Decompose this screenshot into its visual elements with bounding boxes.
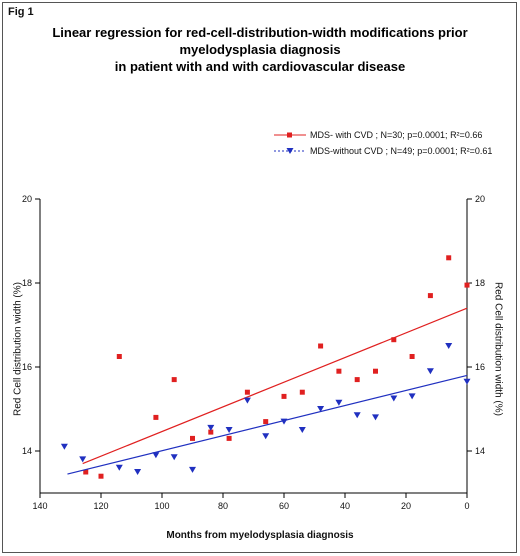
y-tick-label-right: 16 xyxy=(475,362,485,372)
chart-title-line-2: myelodysplasia diagnosis xyxy=(179,42,341,57)
data-point-without-cvd xyxy=(298,427,306,433)
y-tick-label-right: 20 xyxy=(475,194,485,204)
data-point-without-cvd xyxy=(79,456,87,463)
data-point-without-cvd xyxy=(243,397,251,404)
x-tick-label: 80 xyxy=(218,501,228,511)
y-tick-label-right: 18 xyxy=(475,278,485,288)
y-axis-title-right: Red Cell distribution width (%) xyxy=(492,282,504,416)
regression-line-without-cvd xyxy=(67,374,468,475)
figure-label: Fig 1 xyxy=(8,6,34,18)
y-tick-label: 18 xyxy=(22,278,32,288)
data-point-without-cvd xyxy=(335,399,343,406)
data-point-with-cvd xyxy=(116,354,122,359)
data-point-with-cvd xyxy=(244,389,250,395)
data-point-with-cvd xyxy=(153,414,159,420)
x-tick-label: 140 xyxy=(32,501,47,511)
data-point-without-cvd xyxy=(60,443,68,450)
data-point-without-cvd xyxy=(353,412,361,419)
data-point-without-cvd xyxy=(390,395,398,402)
x-axis-title: Months from myelodysplasia diagnosis xyxy=(166,530,354,541)
data-point-without-cvd xyxy=(225,427,233,433)
data-point-with-cvd xyxy=(354,377,360,383)
data-point-with-cvd xyxy=(83,469,89,475)
data-point-without-cvd xyxy=(262,433,270,440)
data-point-without-cvd xyxy=(426,368,434,375)
data-point-with-cvd xyxy=(226,435,232,441)
x-tick-label: 60 xyxy=(279,501,289,511)
data-point-without-cvd xyxy=(207,424,215,431)
data-point-without-cvd xyxy=(115,464,123,471)
data-point-without-cvd xyxy=(152,452,160,459)
x-tick-label: 120 xyxy=(93,501,108,511)
x-tick-label: 100 xyxy=(154,501,169,511)
legend-label-without-cvd: MDS-without CVD ; N=49; p=0.0001; R²=0.6… xyxy=(310,146,493,156)
data-point-without-cvd xyxy=(445,343,453,349)
data-point-without-cvd xyxy=(372,414,379,421)
legend-swatch-with-cvd xyxy=(274,132,306,138)
data-point-with-cvd xyxy=(336,368,342,374)
data-point-with-cvd xyxy=(208,429,214,435)
x-tick-label: 40 xyxy=(340,501,350,511)
data-point-without-cvd xyxy=(134,469,142,475)
y-tick-label: 20 xyxy=(22,194,32,204)
y-tick-label: 14 xyxy=(22,446,32,456)
x-tick-label: 0 xyxy=(464,501,469,511)
data-point-with-cvd xyxy=(190,435,195,441)
data-point-without-cvd xyxy=(408,393,416,400)
data-point-with-cvd xyxy=(299,389,305,395)
data-point-with-cvd xyxy=(281,393,287,399)
data-point-without-cvd xyxy=(280,418,288,425)
data-point-with-cvd xyxy=(171,377,177,383)
x-tick-label: 20 xyxy=(401,501,411,511)
legend-swatch-without-cvd xyxy=(274,148,306,154)
chart-title-line-3: in patient with and with cardiovascular … xyxy=(114,59,406,74)
legend-label-with-cvd: MDS- with CVD ; N=30; p=0.0001; R²=0.66 xyxy=(310,130,483,140)
data-point-with-cvd xyxy=(98,473,104,479)
data-point-with-cvd xyxy=(427,293,433,299)
y-tick-label-right: 14 xyxy=(475,446,485,456)
data-point-with-cvd xyxy=(263,419,269,425)
regression-line-with-cvd xyxy=(82,307,468,465)
data-point-with-cvd xyxy=(464,282,470,288)
data-point-with-cvd xyxy=(446,255,452,261)
data-point-with-cvd xyxy=(391,337,397,343)
data-point-without-cvd xyxy=(189,466,196,473)
data-point-without-cvd xyxy=(170,454,178,461)
y-axis-title: Red Cell distribution width (%) xyxy=(12,282,24,416)
data-point-without-cvd xyxy=(463,378,471,385)
y-tick-label: 16 xyxy=(22,362,32,372)
data-point-with-cvd xyxy=(318,343,324,349)
chart-title-line-1: Linear regression for red-cell-distribut… xyxy=(52,25,468,40)
chart-title: Linear regression for red-cell-distribut… xyxy=(0,24,520,75)
data-point-with-cvd xyxy=(409,354,415,359)
data-point-with-cvd xyxy=(373,368,378,374)
data-point-without-cvd xyxy=(317,406,325,412)
